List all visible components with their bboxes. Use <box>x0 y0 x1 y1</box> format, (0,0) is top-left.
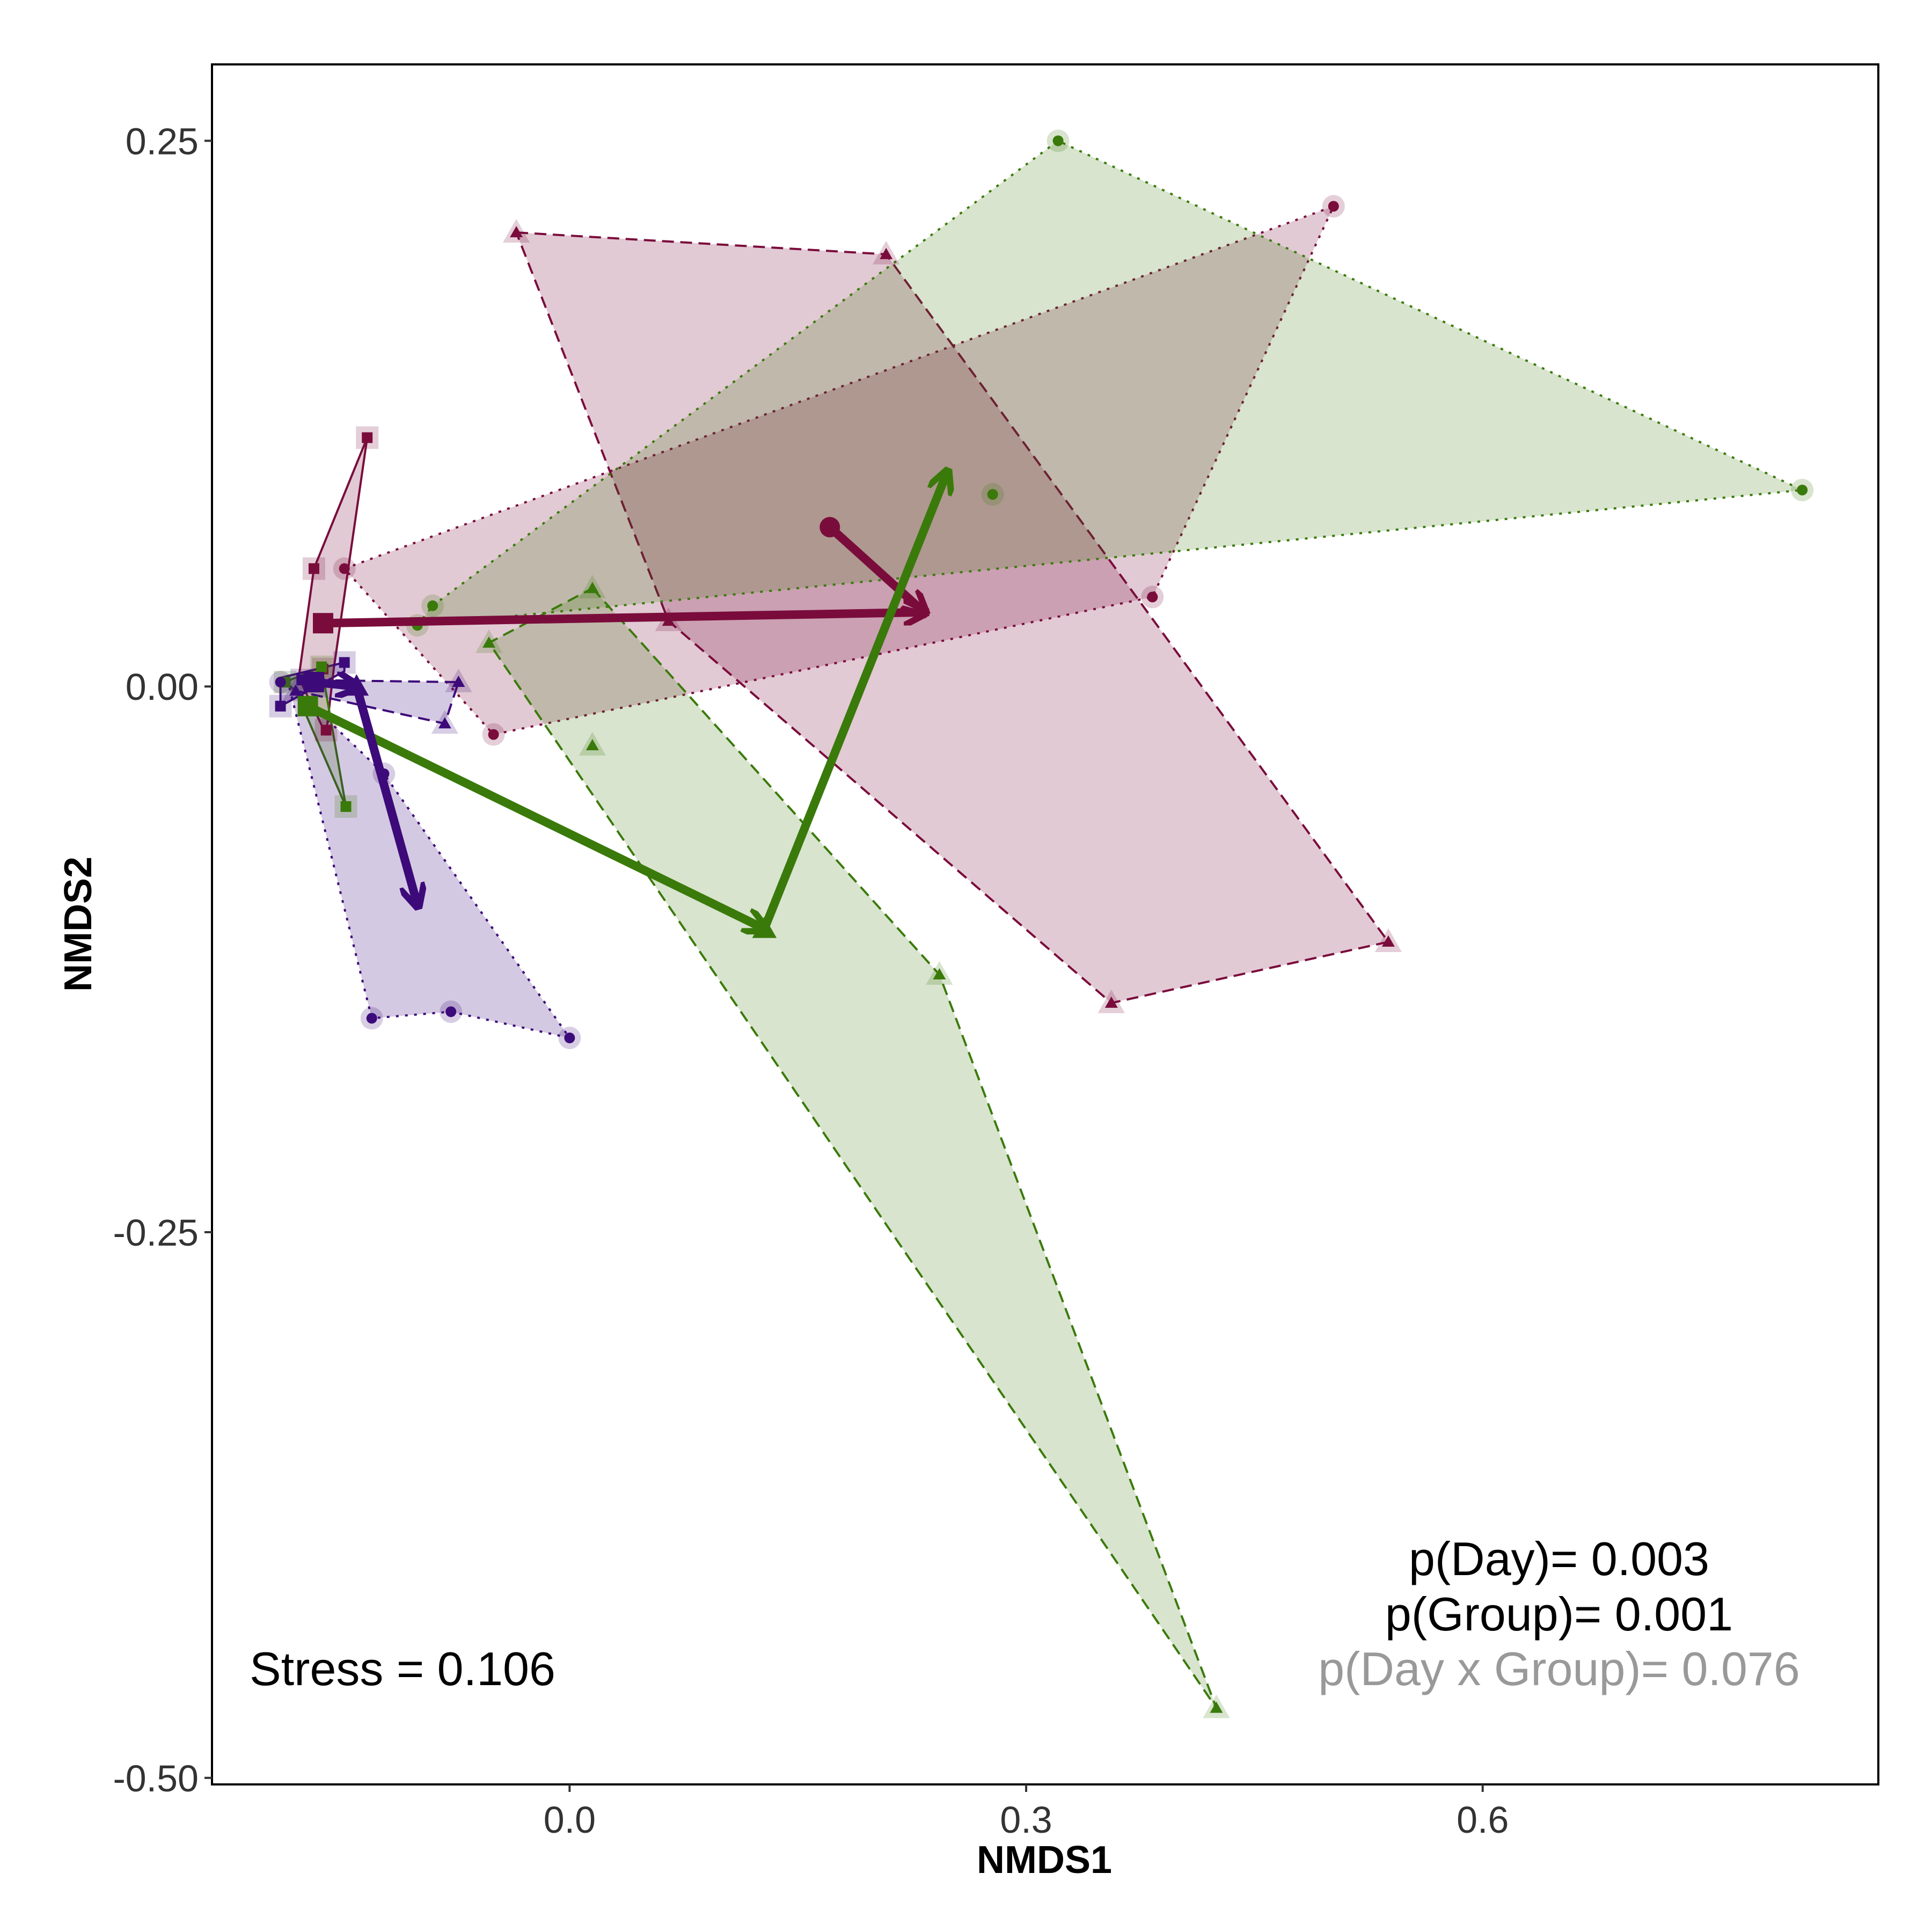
point-maroon-circle <box>1328 201 1339 212</box>
point-green-circle <box>1797 485 1808 496</box>
hulls-layer <box>279 140 1804 1709</box>
trajectory-start-green-square <box>297 696 318 716</box>
point-green-circle <box>427 600 438 611</box>
y-axis-title: NMDS2 <box>57 857 100 992</box>
point-maroon-triangle <box>1381 935 1395 947</box>
hull-green-circle <box>416 140 1804 627</box>
trajectory-start-maroon-square <box>313 613 333 634</box>
y-tick-label: -0.25 <box>113 1212 199 1254</box>
point-green-circle <box>987 489 998 500</box>
trajectory-arrow-maroon <box>319 612 924 628</box>
y-axis-ticks: 0.25 0.00 -0.25 -0.50 <box>113 120 212 1799</box>
trajectory-start-green-triangle <box>752 916 777 938</box>
point-maroon-square <box>362 432 373 443</box>
point-maroon-triangle <box>510 226 523 238</box>
point-green-triangle <box>1210 1701 1223 1713</box>
trajectory-start-maroon-circle <box>819 517 840 538</box>
point-green-triangle <box>933 968 946 980</box>
point-green-triangle <box>586 738 599 750</box>
y-tick-label: 0.25 <box>126 120 199 162</box>
y-tick-label: -0.50 <box>113 1758 199 1799</box>
point-green-circle <box>1052 135 1064 147</box>
trajectory-start-purple-triangle <box>344 674 369 696</box>
plot-panel-border <box>211 63 1879 1785</box>
trajectory-arrow-green <box>760 473 947 933</box>
trajectory-start-purple-square <box>303 672 324 693</box>
hull-maroon-circle <box>343 205 1335 736</box>
point-green-square <box>316 661 327 672</box>
p-group-annotation: p(Group)= 0.001 <box>1385 1587 1733 1641</box>
trajectory-arrow-purple <box>352 682 417 905</box>
point-maroon-triangle <box>880 247 893 259</box>
point-purple-circle <box>275 677 286 688</box>
point-purple-square <box>275 700 286 712</box>
p-interaction-annotation: p(Day x Group)= 0.076 <box>1318 1642 1800 1695</box>
point-maroon-square <box>320 724 332 736</box>
trajectories-layer <box>297 473 947 938</box>
point-purple-triangle <box>289 684 302 696</box>
hull-maroon-triangle <box>515 231 1389 1004</box>
point-maroon-circle <box>488 729 499 740</box>
point-purple-circle <box>564 1032 575 1043</box>
point-purple-square <box>339 657 350 668</box>
stress-annotation: Stress = 0.106 <box>250 1642 555 1695</box>
point-maroon-square <box>308 563 319 574</box>
x-tick-label: 0.6 <box>1457 1799 1509 1841</box>
point-purple-triangle <box>438 717 451 729</box>
trajectory-arrow-green <box>303 701 765 929</box>
x-axis-ticks: 0.0 0.3 0.6 <box>544 1784 1509 1841</box>
point-maroon-circle <box>339 563 350 574</box>
point-green-triangle <box>586 582 599 594</box>
point-maroon-triangle <box>1104 996 1118 1008</box>
point-green-triangle <box>482 636 496 648</box>
point-purple-circle <box>445 1006 457 1018</box>
p-day-annotation: p(Day)= 0.003 <box>1409 1532 1709 1585</box>
x-tick-label: 0.0 <box>544 1799 596 1841</box>
point-green-square <box>340 801 352 812</box>
x-tick-label: 0.3 <box>1000 1799 1052 1841</box>
trajectory-arrow-maroon <box>825 523 924 612</box>
plot-background <box>212 64 1878 1784</box>
point-purple-circle <box>366 1013 377 1024</box>
hull-purple-circle <box>287 681 571 1039</box>
point-maroon-circle <box>1147 591 1158 603</box>
x-axis-title: NMDS1 <box>977 1839 1112 1882</box>
point-purple-triangle <box>452 676 465 687</box>
y-tick-label: 0.00 <box>126 666 199 708</box>
